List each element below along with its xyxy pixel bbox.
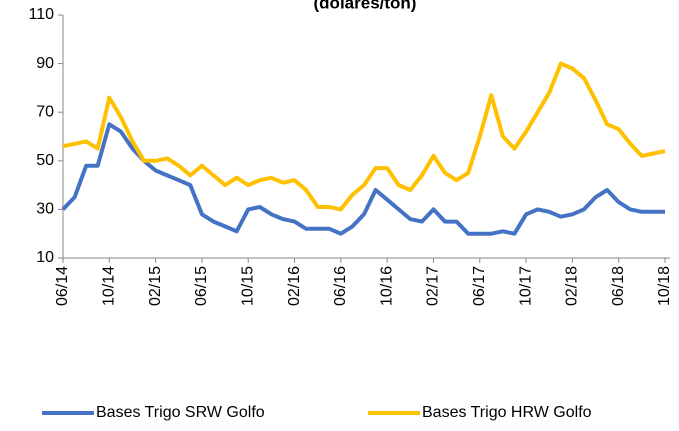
- series-line: [62, 61, 666, 212]
- legend-label: Bases Trigo HRW Golfo: [422, 404, 592, 421]
- x-tick-label: 06/15: [193, 266, 210, 306]
- chart-title: (dólares/ton): [314, 0, 417, 12]
- x-tick-label: 02/16: [286, 266, 303, 306]
- x-tick-label: 10/14: [101, 266, 118, 306]
- x-tick-label: 10/15: [239, 266, 256, 306]
- x-tick-label: 10/16: [378, 266, 395, 306]
- y-tick-label: 30: [36, 201, 54, 218]
- x-tick-label: 02/15: [147, 266, 164, 306]
- y-tick-label: 110: [28, 6, 54, 23]
- x-tick-label: 10/17: [517, 266, 534, 306]
- legend-label: Bases Trigo SRW Golfo: [96, 404, 265, 421]
- y-tick-label: 10: [36, 249, 54, 266]
- x-tick-label: 02/18: [564, 266, 581, 306]
- x-tick-label: 06/18: [610, 266, 627, 306]
- series-line: [61, 122, 665, 236]
- y-tick-label: 90: [36, 55, 54, 72]
- y-tick-label: 50: [36, 152, 54, 169]
- x-tick-label: 06/14: [54, 266, 71, 306]
- x-tick-label: 02/17: [425, 266, 442, 306]
- x-tick-label: 06/16: [332, 266, 349, 306]
- x-tick-label: 10/18: [656, 266, 673, 306]
- x-tick-label: 06/17: [471, 266, 488, 306]
- y-tick-label: 70: [36, 103, 54, 120]
